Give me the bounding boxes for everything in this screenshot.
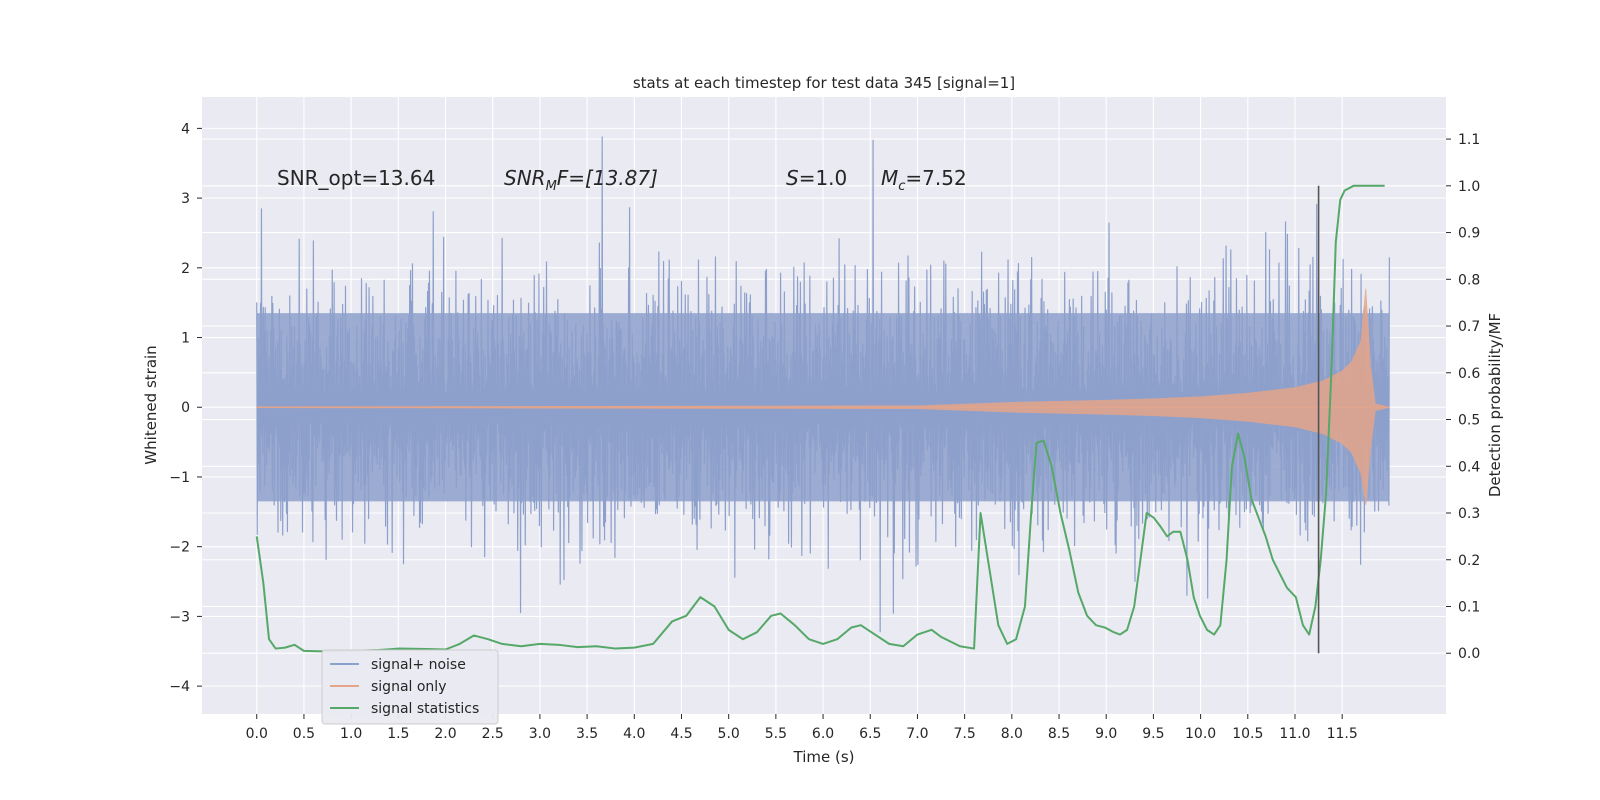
x-tick-label: 0.0: [246, 726, 268, 742]
mc-base: M: [881, 166, 898, 190]
x-tick-label: 6.0: [812, 726, 834, 742]
snr-mf-base: SNR: [504, 166, 546, 190]
x-tick-label: 10.0: [1185, 726, 1216, 742]
x-tick-label: 10.5: [1232, 726, 1263, 742]
annotation-mc: Mc=7.52: [881, 166, 967, 194]
x-tick-label: 1.5: [387, 726, 409, 742]
s-value: =1.0: [799, 166, 848, 190]
y-axis-label: Whitened strain: [142, 345, 160, 464]
y2-tick-label: 0.1: [1458, 599, 1480, 615]
x-tick-label: 5.0: [718, 726, 740, 742]
annotation-s: S=1.0: [786, 166, 847, 190]
signal-statistics-line: [255, 184, 1385, 653]
legend-label-stats: signal statistics: [371, 701, 479, 717]
y-axis-ticks: 4 3 2 1 0 −1 −2 −3 −4: [169, 121, 202, 695]
x-tick-label: 11.0: [1279, 726, 1310, 742]
y2-tick-label: 0.7: [1458, 319, 1480, 335]
annotation-snr-mf: SNRMF=[13.87]: [504, 166, 658, 194]
y-tick-label: 4: [181, 121, 190, 137]
x-tick-label: 2.5: [482, 726, 504, 742]
x-tick-label: 7.5: [954, 726, 976, 742]
x-tick-label: 5.5: [765, 726, 787, 742]
x-tick-label: 2.0: [434, 726, 456, 742]
x-tick-label: 7.0: [906, 726, 928, 742]
x-tick-label: 6.5: [859, 726, 881, 742]
y2-tick-label: 0.8: [1458, 272, 1480, 288]
legend: signal+ noise signal only signal statist…: [321, 649, 499, 725]
y2-tick-label: 0.4: [1458, 459, 1480, 475]
x-tick-label: 4.5: [670, 726, 692, 742]
mc-sub: c: [898, 179, 905, 194]
y2-tick-label: 0.6: [1458, 366, 1480, 382]
y-tick-label: −2: [169, 540, 190, 556]
x-tick-label: 3.5: [576, 726, 598, 742]
x-axis-label: Time (s): [793, 748, 855, 766]
s-label: S: [786, 166, 799, 190]
y-tick-label: −1: [169, 470, 190, 486]
x-tick-label: 0.5: [293, 726, 315, 742]
signal-noise-line: [256, 136, 1390, 633]
legend-label-signal: signal only: [371, 679, 446, 695]
mc-value: =7.52: [905, 166, 966, 190]
x-tick-label: 4.0: [623, 726, 645, 742]
x-axis-ticks: 0.0 0.5 1.0 1.5 2.0 2.5 3.0 3.5 4.0 4.5 5.0 5.5 6.0 6…: [246, 714, 1358, 742]
y2-tick-label: 1.1: [1458, 132, 1480, 148]
x-tick-label: 8.5: [1048, 726, 1070, 742]
y2-axis-label: Detection probability/MF: [1486, 313, 1504, 497]
legend-label-noise: signal+ noise: [371, 657, 466, 673]
y-tick-label: 0: [181, 400, 190, 416]
y2-tick-label: 0.9: [1458, 226, 1480, 242]
y2-tick-label: 0.0: [1458, 646, 1480, 662]
y-tick-label: 3: [181, 191, 190, 207]
signal-statistics-series: [255, 184, 1385, 653]
x-tick-label: 11.5: [1327, 726, 1358, 742]
y2-axis-ticks: 1.1 1.0 0.9 0.8 0.7 0.6 0.5 0.4 0.3 0.2 0.1 0.0: [1446, 132, 1480, 662]
legend-box: [321, 649, 499, 725]
y-tick-label: 1: [181, 331, 190, 347]
y-tick-label: −3: [169, 609, 190, 625]
x-tick-label: 9.5: [1142, 726, 1164, 742]
y2-tick-label: 0.5: [1458, 413, 1480, 429]
y-tick-label: −4: [169, 679, 190, 695]
x-tick-label: 1.0: [340, 726, 362, 742]
x-tick-label: 3.0: [529, 726, 551, 742]
x-tick-label: 9.0: [1095, 726, 1117, 742]
x-tick-label: 8.0: [1001, 726, 1023, 742]
annotation-snr-opt: SNR_opt=13.64: [277, 166, 435, 190]
y2-tick-label: 0.2: [1458, 553, 1480, 569]
signal-only-series: [256, 288, 1390, 505]
chart-title: stats at each timestep for test data 345…: [633, 74, 1015, 92]
signal-only-area: [256, 288, 1390, 505]
snr-mf-sub: M: [546, 179, 557, 194]
snr-mf-rest: F=[13.87]: [557, 166, 658, 190]
y2-tick-label: 1.0: [1458, 179, 1480, 195]
y2-tick-label: 0.3: [1458, 506, 1480, 522]
y-tick-label: 2: [181, 261, 190, 277]
